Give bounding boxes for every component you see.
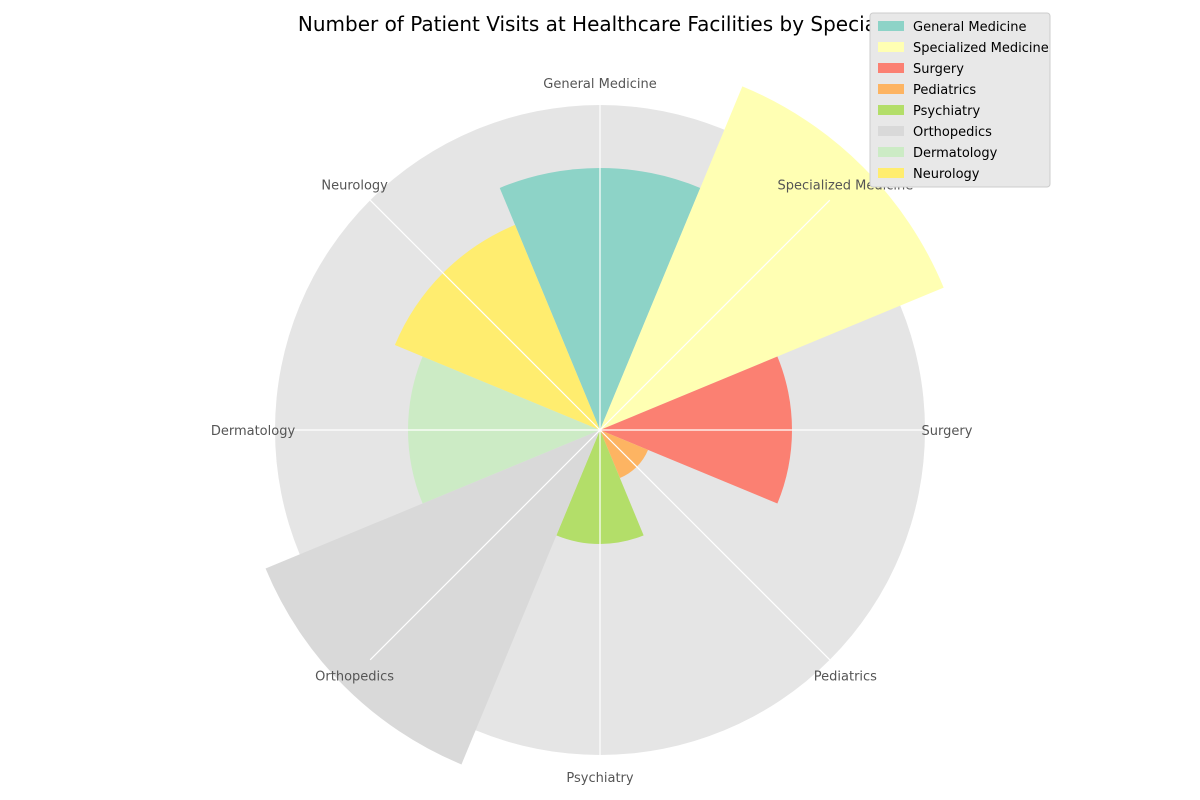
chart-title: Number of Patient Visits at Healthcare F… [298, 12, 902, 36]
legend-label: Specialized Medicine [913, 41, 1049, 56]
legend-swatch [878, 21, 904, 31]
legend-swatch [878, 84, 904, 94]
legend-swatch [878, 63, 904, 73]
legend-label: Surgery [913, 62, 964, 77]
category-label: Pediatrics [814, 669, 877, 684]
category-label: Psychiatry [566, 771, 633, 786]
grid-line [599, 429, 831, 661]
legend-swatch [878, 126, 904, 136]
legend-box [869, 12, 1051, 188]
legend-label: Psychiatry [913, 104, 980, 119]
legend-swatch [878, 147, 904, 157]
legend-swatch [878, 168, 904, 178]
legend-label: Neurology [913, 167, 980, 182]
category-label: Dermatology [211, 424, 296, 439]
grid-layer [275, 105, 925, 755]
legend-label: Dermatology [913, 146, 998, 161]
legend-label: Orthopedics [913, 125, 992, 140]
grid-line [369, 199, 601, 431]
category-label: Surgery [922, 424, 973, 439]
grid-line [599, 199, 831, 431]
legend-label: General Medicine [913, 20, 1026, 35]
category-label: Neurology [321, 179, 388, 194]
category-label: Orthopedics [315, 669, 394, 684]
legend-label: Pediatrics [913, 83, 976, 98]
legend-swatch [878, 42, 904, 52]
legend: General Medicine Specialized Medicine Surg… [869, 12, 1051, 188]
legend-swatch [878, 105, 904, 115]
grid-line [369, 429, 601, 661]
category-label: General Medicine [543, 77, 656, 92]
